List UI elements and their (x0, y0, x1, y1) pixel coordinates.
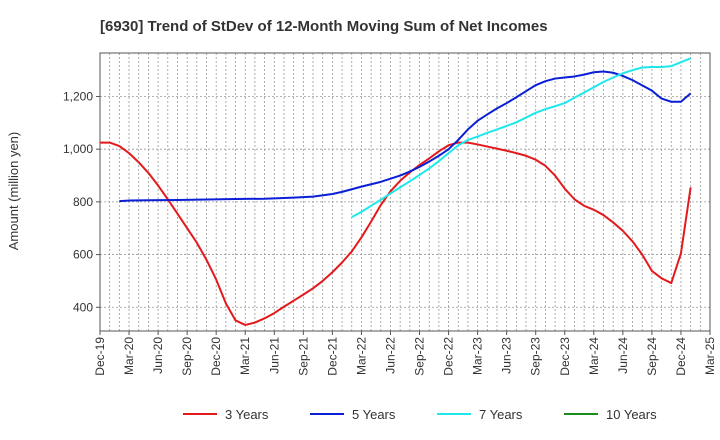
legend: 3 Years 5 Years 7 Years 10 Years (183, 407, 657, 422)
legend-label: 5 Years (352, 407, 396, 422)
x-tick-label: Jun-20 (151, 337, 165, 374)
plot-area (99, 52, 711, 332)
x-tick-label: Sep-20 (180, 337, 194, 376)
y-tick-label: 800 (73, 195, 93, 209)
y-axis-label: Amount (million yen) (6, 132, 21, 251)
y-tick-label: 600 (73, 248, 93, 262)
x-tick-label: Mar-24 (587, 337, 601, 375)
x-tick-label: Dec-22 (442, 337, 456, 376)
x-tick-label: Sep-23 (529, 337, 543, 376)
x-tick-label: Sep-24 (645, 337, 659, 376)
x-tick-label: Dec-21 (325, 337, 339, 376)
x-tick-label: Mar-22 (354, 337, 368, 375)
y-axis: 400 600 800 1,000 1,200 (63, 89, 100, 314)
x-tick-label: Jun-24 (616, 337, 630, 374)
x-tick-label: Jun-21 (267, 337, 281, 374)
x-tick-label: Jun-22 (383, 337, 397, 374)
series-line-3-years (100, 141, 692, 326)
x-tick-label: Sep-21 (296, 337, 310, 376)
series-line-5-years (119, 70, 692, 203)
x-tick-label: Dec-19 (93, 337, 107, 376)
x-tick-label: Mar-21 (238, 337, 252, 375)
y-tick-label: 1,200 (63, 89, 93, 103)
grid-lines (100, 53, 710, 331)
x-tick-label: Mar-25 (703, 337, 717, 375)
y-tick-label: 1,000 (63, 142, 93, 156)
chart-title: [6930] Trend of StDev of 12-Month Moving… (100, 18, 548, 35)
x-tick-label: Dec-20 (209, 337, 223, 376)
x-tick-label: Mar-23 (471, 337, 485, 375)
x-tick-label: Dec-24 (674, 337, 688, 376)
legend-label: 10 Years (606, 407, 657, 422)
y-tick-label: 400 (73, 300, 93, 314)
x-tick-label: Mar-20 (122, 337, 136, 375)
legend-label: 3 Years (225, 407, 269, 422)
series-line-7-years (351, 57, 692, 219)
legend-label: 7 Years (479, 407, 523, 422)
series-lines (100, 57, 692, 326)
x-tick-label: Jun-23 (500, 337, 514, 374)
x-tick-label: Sep-22 (413, 337, 427, 376)
x-axis: Dec-19 Mar-20 Jun-20 Sep-20 Dec-20 Mar-21 Jun-… (93, 331, 717, 376)
x-tick-label: Dec-23 (558, 337, 572, 376)
